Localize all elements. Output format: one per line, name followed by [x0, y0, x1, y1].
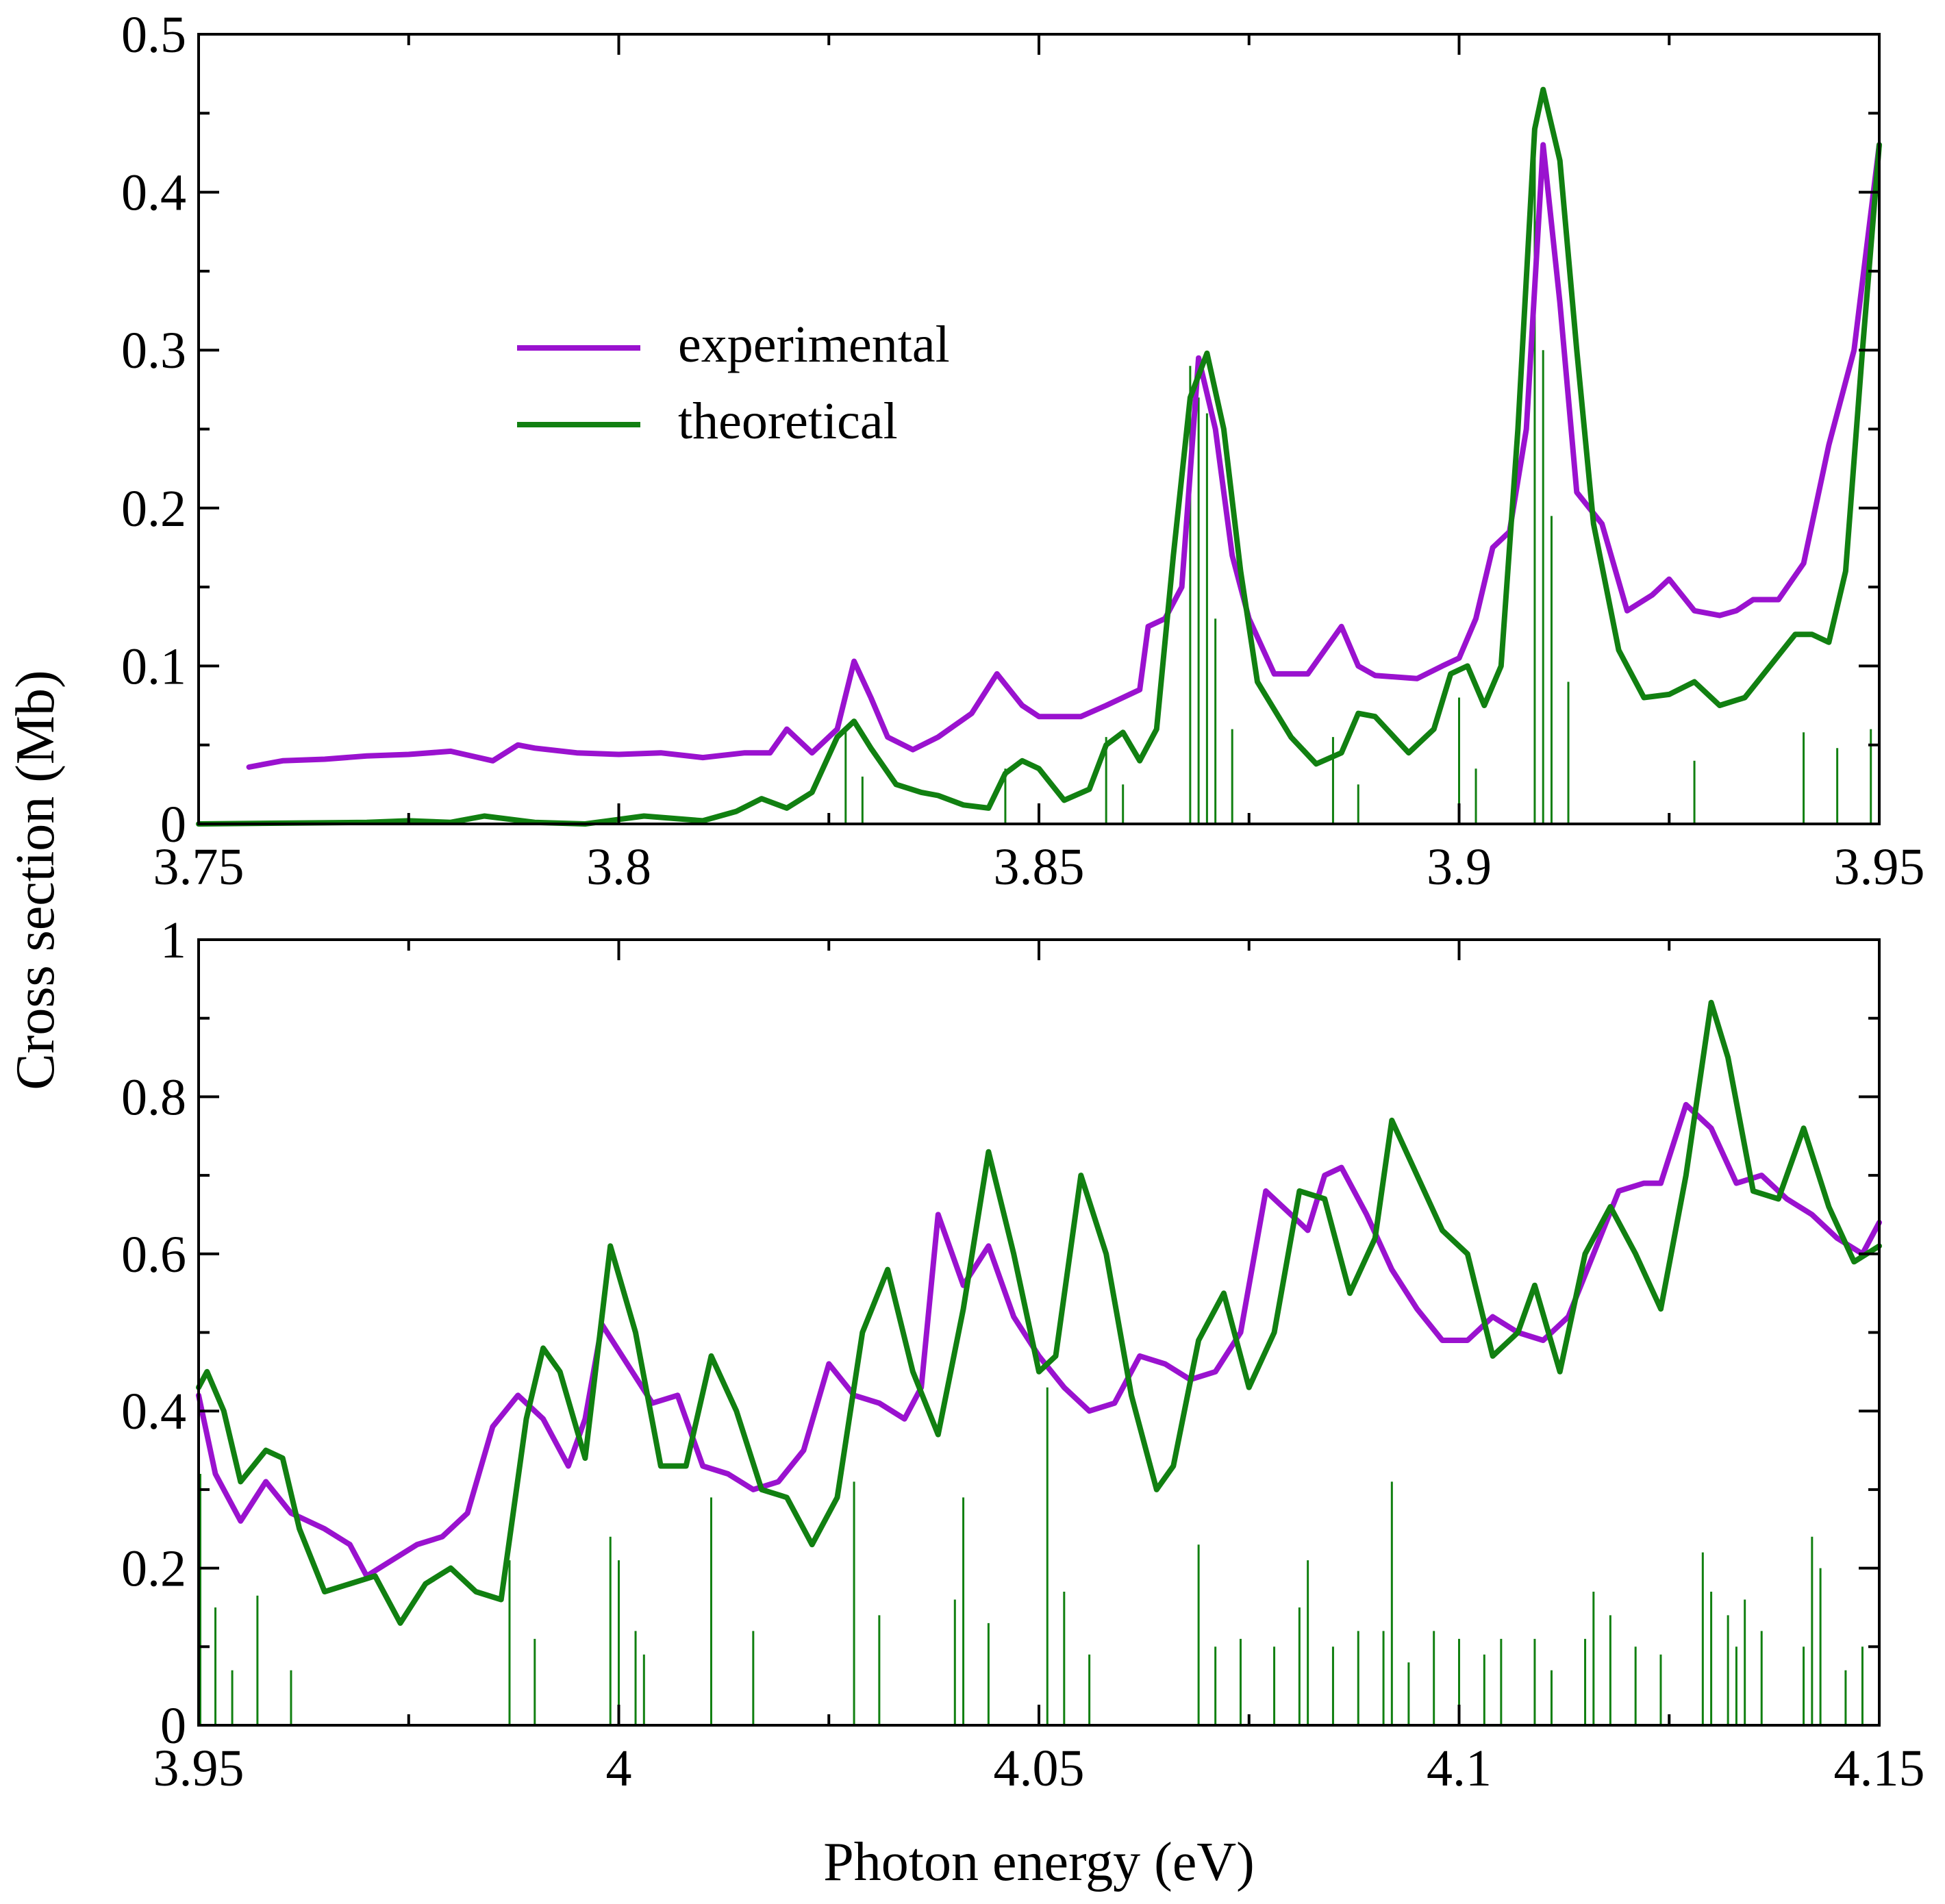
bottom-panel: 3.95 4 4.05 4.1 4.15 0 0.2 0.4 0.6 0.8 1 — [121, 912, 1925, 1797]
x-tick-label: 3.9 — [1427, 838, 1492, 896]
series-line-experimental — [196, 1101, 1882, 1579]
y-tick-label: 0.5 — [121, 6, 186, 64]
top-ticks: 3.75 3.8 3.85 3.9 3.95 0 0.1 0.2 0.3 0.4 0.5 — [121, 6, 1925, 896]
y-tick-label: 0 — [160, 1697, 186, 1755]
bottom-ticks: 3.95 4 4.05 4.1 4.15 0 0.2 0.4 0.6 0.8 1 — [121, 912, 1925, 1797]
legend: experimental theoretical — [517, 316, 950, 450]
bottom-lines — [196, 999, 1882, 1626]
series-line-experimental — [246, 142, 1882, 770]
series-line-theoretical — [196, 999, 1882, 1626]
x-tick-label: 3.95 — [1834, 838, 1925, 896]
y-tick-label: 0.1 — [121, 638, 186, 695]
x-tick-label: 4 — [606, 1740, 632, 1797]
series-line-theoretical — [196, 86, 1882, 827]
x-tick-label: 4.1 — [1427, 1740, 1492, 1797]
x-tick-label: 4.15 — [1834, 1740, 1925, 1797]
x-tick-label: 3.8 — [586, 838, 651, 896]
top-lines — [196, 86, 1882, 827]
y-tick-label: 0.3 — [121, 322, 186, 379]
y-tick-label: 0.4 — [121, 1383, 186, 1440]
y-axis-label: Cross section (Mb) — [5, 670, 66, 1090]
y-tick-label: 0.4 — [121, 164, 186, 222]
x-tick-label: 3.85 — [994, 838, 1085, 896]
y-tick-label: 1 — [160, 912, 186, 969]
legend-label-experimental: experimental — [678, 316, 950, 373]
y-tick-label: 0.8 — [121, 1068, 186, 1126]
x-tick-label: 4.05 — [994, 1740, 1085, 1797]
y-tick-label: 0.2 — [121, 480, 186, 538]
legend-label-theoretical: theoretical — [678, 392, 898, 450]
x-tick-label: 3.95 — [153, 1740, 244, 1797]
x-tick-label: 3.75 — [153, 838, 244, 896]
y-tick-label: 0.2 — [121, 1540, 186, 1598]
y-tick-label: 0 — [160, 796, 186, 853]
bottom-sticks — [199, 1387, 1864, 1725]
x-axis-label: Photon energy (eV) — [823, 1832, 1255, 1892]
top-panel: 3.75 3.8 3.85 3.9 3.95 0 0.1 0.2 0.3 0.4 0.5 exper… — [121, 6, 1925, 896]
y-tick-label: 0.6 — [121, 1226, 186, 1283]
